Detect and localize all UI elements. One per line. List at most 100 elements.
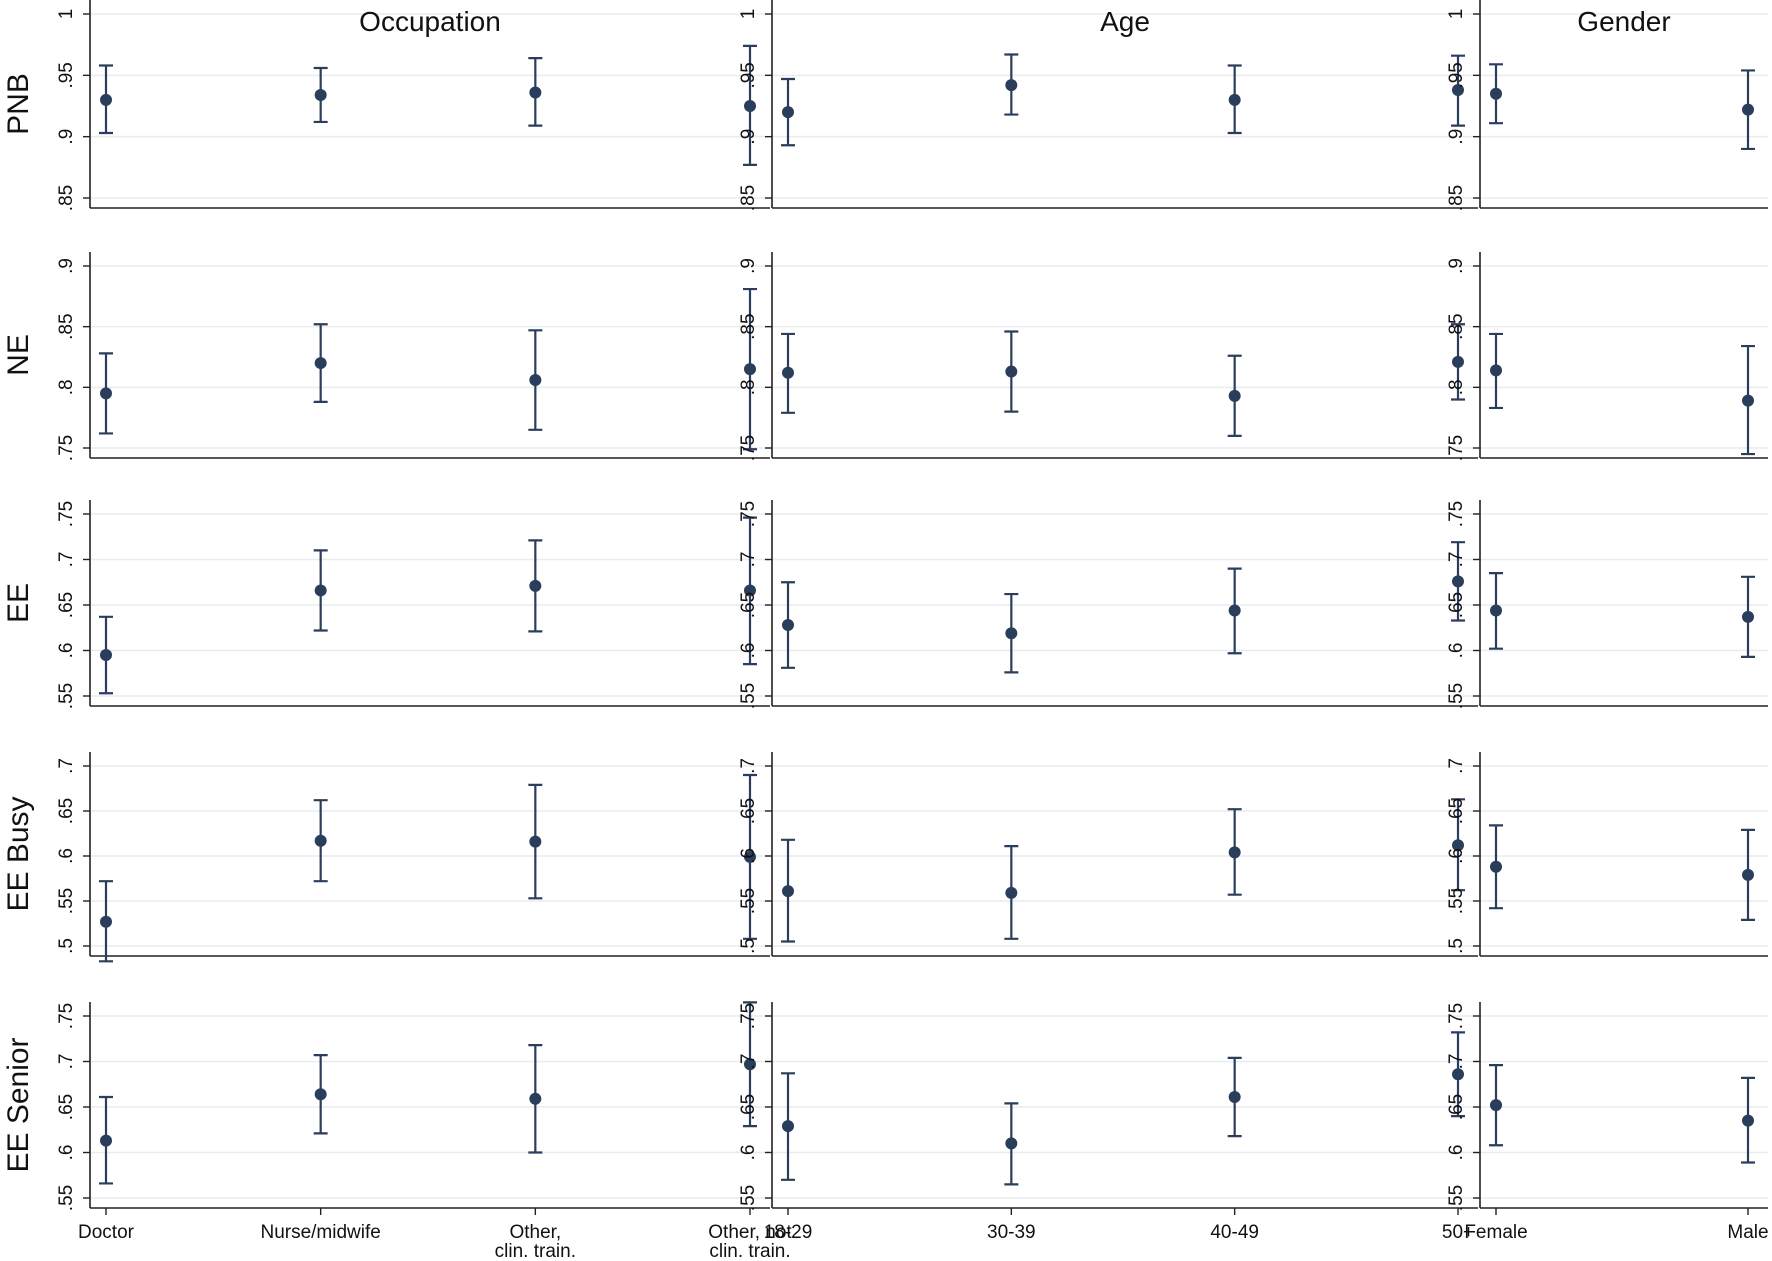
point-30-39: [1005, 79, 1018, 92]
point-female: [1490, 364, 1502, 377]
y-tick-label: 1: [56, 9, 77, 20]
y-tick-label: .8: [56, 379, 77, 395]
y-tick-label: .75: [56, 501, 77, 527]
y-tick-label: .5: [56, 938, 77, 954]
x-tick-label-other-not-clin-train: clin. train.: [709, 1241, 790, 1261]
point-doctor: [100, 387, 112, 400]
y-tick-label: .55: [738, 683, 759, 709]
point-18-29: [782, 885, 794, 898]
x-tick-label-male: Male: [1727, 1222, 1768, 1243]
y-tick-label: .7: [738, 758, 759, 774]
y-tick-label: .7: [738, 1054, 759, 1070]
y-tick-label: .85: [738, 313, 759, 339]
point-doctor: [100, 915, 112, 928]
point-male: [1742, 868, 1754, 881]
y-tick-label: .5: [738, 938, 759, 954]
point-50: [1452, 355, 1464, 368]
y-tick-label: .65: [1446, 1094, 1467, 1120]
panel-pnb-gender: .85 .9 .95 1 Gender: [1446, 0, 1768, 211]
y-tick-label: .6: [56, 1145, 77, 1161]
y-tick-label: .6: [56, 848, 77, 864]
y-tick-label: .85: [738, 185, 759, 211]
point-50: [1452, 84, 1464, 97]
point-40-49: [1228, 604, 1241, 617]
y-tick-label: .65: [738, 798, 759, 824]
y-tick-label: .8: [738, 379, 759, 395]
point-nurse-midwife: [314, 834, 327, 847]
row-label-ee-busy: EE Busy: [2, 796, 35, 911]
y-tick-label: .7: [738, 552, 759, 568]
y-tick-label: .9: [738, 129, 759, 145]
x-tick-label-other-clin-train: clin. train.: [495, 1241, 576, 1261]
point-18-29: [782, 1120, 794, 1133]
point-other-not-clin-train: [744, 850, 756, 863]
panel-ee-busy-gender: .5 .55 .6 .65 .7: [1446, 752, 1768, 957]
y-tick-label: .9: [738, 258, 759, 274]
point-other-clin-train: [529, 579, 542, 592]
point-18-29: [782, 619, 794, 632]
y-tick-label: .95: [1446, 62, 1467, 88]
x-tick-label-doctor: Doctor: [78, 1222, 135, 1243]
y-tick-label: .6: [738, 1145, 759, 1161]
point-40-49: [1228, 846, 1241, 859]
y-tick-label: .6: [1446, 643, 1467, 659]
point-40-49: [1228, 93, 1241, 106]
y-tick-label: .6: [1446, 1145, 1467, 1161]
y-tick-label: .75: [1446, 1003, 1467, 1029]
y-tick-label: .65: [56, 592, 77, 618]
y-tick-label: .7: [56, 1054, 77, 1070]
x-tick-label-female: Female: [1464, 1222, 1527, 1243]
point-30-39: [1005, 886, 1018, 899]
point-other-clin-train: [529, 1092, 542, 1105]
y-tick-label: .75: [738, 501, 759, 527]
y-tick-label: .7: [56, 758, 77, 774]
y-tick-label: .65: [56, 798, 77, 824]
point-40-49: [1228, 1090, 1241, 1103]
y-tick-label: .7: [1446, 758, 1467, 774]
point-30-39: [1005, 365, 1018, 378]
y-tick-label: .65: [1446, 798, 1467, 824]
y-tick-label: .55: [56, 683, 77, 709]
point-30-39: [1005, 1137, 1018, 1150]
y-tick-label: .85: [56, 185, 77, 211]
y-tick-label: .65: [738, 1094, 759, 1120]
point-other-not-clin-train: [744, 363, 756, 376]
y-tick-label: .75: [738, 435, 759, 461]
x-tick-label-nurse-midwife: Nurse/midwife: [260, 1222, 380, 1243]
y-tick-label: .65: [56, 1094, 77, 1120]
panel-ee-busy-occupation: .5 .55 .6 .65 .7: [56, 752, 770, 963]
point-other-clin-train: [529, 86, 542, 99]
point-nurse-midwife: [314, 1088, 327, 1101]
panel-pnb-occupation: .85 .9 .95 1 Occupation: [56, 0, 770, 211]
column-title-occupation: Occupation: [359, 6, 501, 37]
point-female: [1490, 87, 1502, 100]
row-label-ee: EE: [2, 583, 35, 623]
x-tick-label-18-29: 18-29: [764, 1222, 813, 1243]
panel-ne-age: .75 .8 .85 .9: [738, 252, 1478, 461]
panel-ee-busy-age: .5 .55 .6 .65 .7: [738, 752, 1478, 957]
point-50: [1452, 575, 1464, 588]
x-tick-label-other-not-clin-train: Other, not: [708, 1222, 792, 1243]
point-nurse-midwife: [314, 357, 327, 370]
point-nurse-midwife: [314, 88, 327, 101]
point-other-clin-train: [529, 374, 542, 387]
y-tick-label: .85: [1446, 185, 1467, 211]
row-label-ee-senior: EE Senior: [2, 1037, 35, 1172]
point-nurse-midwife: [314, 584, 327, 597]
y-tick-label: .95: [56, 62, 77, 88]
panel-ee-senior-age: .55 .6 .65 .7 .75 18-29 30-39 40-49 50+: [738, 1002, 1478, 1243]
point-doctor: [100, 1134, 112, 1147]
y-tick-label: .9: [56, 129, 77, 145]
point-other-clin-train: [529, 835, 542, 848]
y-tick-label: .55: [1446, 1185, 1467, 1211]
y-tick-label: .95: [738, 62, 759, 88]
row-label-pnb: PNB: [2, 73, 35, 135]
point-18-29: [782, 366, 794, 379]
y-tick-label: .55: [738, 888, 759, 914]
point-30-39: [1005, 627, 1018, 640]
y-tick-label: .55: [56, 1185, 77, 1211]
panel-ee-gender: .55 .6 .65 .7 .75: [1446, 500, 1768, 709]
y-tick-label: .6: [1446, 848, 1467, 864]
y-tick-label: .8: [1446, 379, 1467, 395]
